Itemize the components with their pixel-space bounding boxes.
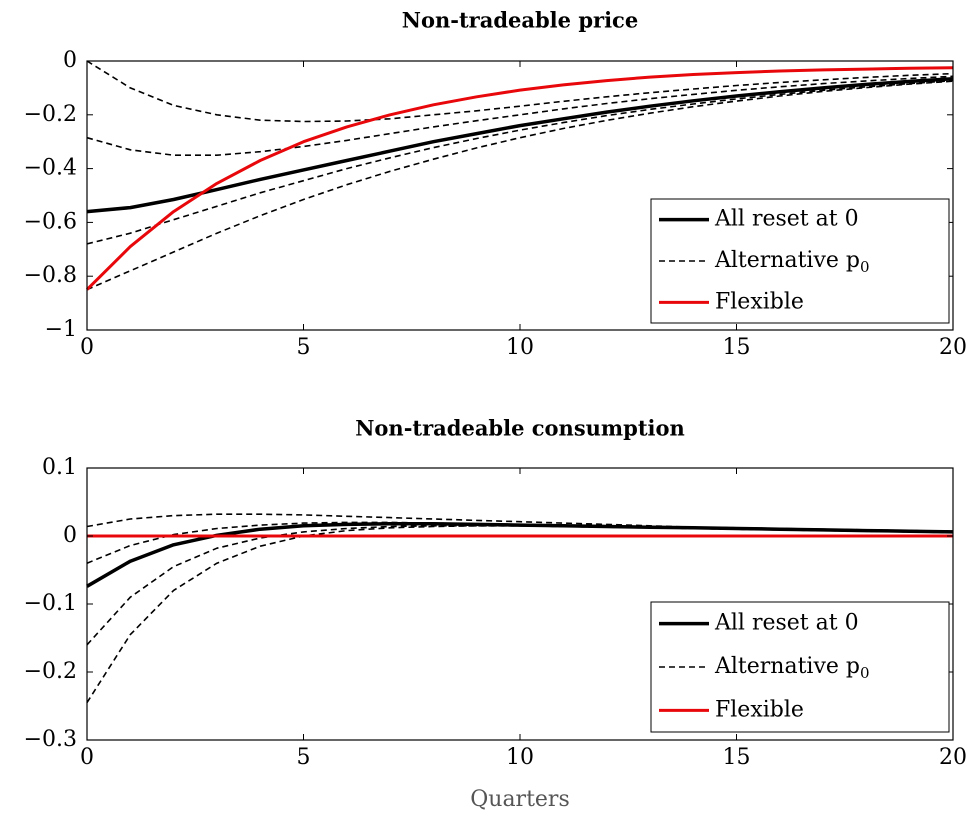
legend-label-text: Alternative p [714, 654, 860, 679]
x-tick-label: 20 [939, 745, 967, 770]
legend-label-1: All reset at 0 [714, 207, 859, 232]
series-line-6 [85, 66, 954, 291]
chart-panel-2: Non-tradeable consumption 0 5 10 15 20 −0.3 −0.… [24, 416, 967, 813]
legend-label-1: All reset at 0 [714, 611, 859, 636]
x-tick-label: 0 [80, 745, 94, 770]
series-line-5 [86, 80, 954, 291]
series-line-1 [86, 522, 954, 588]
legend-label-subscript: 0 [860, 258, 870, 276]
legend-label-2: Alternative p0 [714, 654, 870, 682]
y-tick-label: −0.4 [24, 156, 77, 181]
y-tick-label: −0.1 [24, 591, 77, 616]
x-tick-label: 20 [939, 335, 967, 360]
x-tick-label: 5 [297, 745, 311, 770]
series-line-1 [86, 77, 954, 214]
x-tick-label: 10 [506, 335, 534, 360]
x-tick-label: 5 [297, 335, 311, 360]
y-tick-label: 0 [63, 48, 77, 73]
series-line-3 [86, 521, 954, 564]
y-tick-label: 0 [63, 523, 77, 548]
x-tick-label: 15 [723, 745, 751, 770]
legend-label-text: Flexible [715, 289, 804, 314]
series-line-2 [86, 60, 954, 123]
y-tick-label: −0.3 [24, 727, 77, 752]
legend-label-text: All reset at 0 [714, 611, 859, 636]
chart-panel-1: Non-tradeable price 0 5 10 15 20 −1 −0.8 −0.6 −0.… [24, 8, 967, 361]
series-group [85, 60, 954, 291]
legend: All reset at 0 Alternative p0 Flexible [650, 198, 950, 324]
y-tick-label: −1 [45, 317, 77, 342]
legend-label-text: All reset at 0 [714, 207, 859, 232]
series-line-5 [86, 524, 954, 704]
x-axis-label: Quarters [470, 787, 570, 812]
series-line-2 [86, 513, 954, 532]
series-line-4 [86, 79, 954, 245]
legend-label-3: Flexible [715, 697, 804, 722]
legend: All reset at 0 Alternative p0 Flexible [650, 601, 950, 733]
x-tick-label: 10 [506, 745, 534, 770]
chart-title: Non-tradeable price [402, 8, 638, 33]
y-tick-label: 0.1 [42, 455, 77, 480]
y-tick-label: −0.6 [24, 209, 77, 234]
legend-label-subscript: 0 [860, 664, 870, 682]
legend-label-text: Alternative p [714, 248, 860, 273]
y-tick-label: −0.2 [24, 659, 77, 684]
series-group [86, 513, 954, 704]
legend-label-3: Flexible [715, 289, 804, 314]
x-tick-label: 0 [80, 335, 94, 360]
y-tick-label: −0.2 [24, 102, 77, 127]
x-tick-label: 15 [723, 335, 751, 360]
legend-label-2: Alternative p0 [714, 248, 870, 276]
legend-label-text: Flexible [715, 697, 804, 722]
chart-title: Non-tradeable consumption [355, 416, 685, 441]
y-tick-label: −0.8 [24, 263, 77, 288]
